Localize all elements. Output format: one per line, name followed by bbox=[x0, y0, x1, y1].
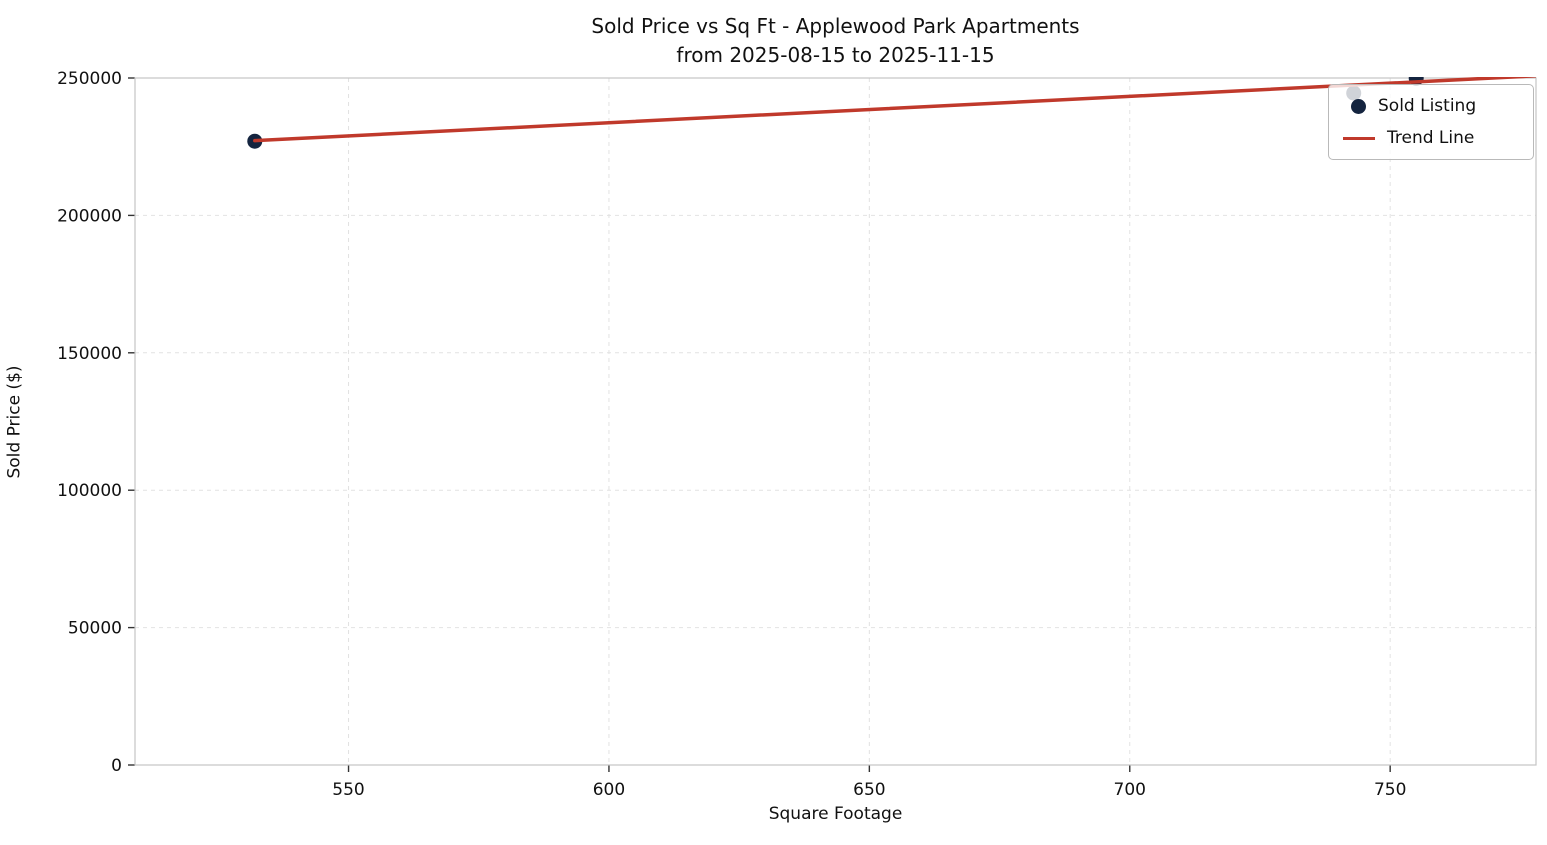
trend-line-swatch-icon bbox=[1343, 136, 1375, 140]
svg-text:550: 550 bbox=[332, 780, 364, 800]
legend-item-sold-listing: Sold Listing bbox=[1343, 96, 1519, 116]
svg-text:150000: 150000 bbox=[57, 344, 122, 364]
x-axis-label: Square Footage bbox=[768, 804, 903, 824]
legend-label-trend-line: Trend Line bbox=[1387, 128, 1475, 148]
svg-text:100000: 100000 bbox=[57, 481, 122, 501]
svg-text:0: 0 bbox=[111, 756, 122, 776]
chart-subtitle: from 2025-08-15 to 2025-11-15 bbox=[676, 43, 995, 67]
svg-text:600: 600 bbox=[593, 780, 625, 800]
svg-text:200000: 200000 bbox=[57, 206, 122, 226]
legend-label-sold-listing: Sold Listing bbox=[1378, 96, 1477, 116]
svg-text:250000: 250000 bbox=[57, 69, 122, 89]
legend-item-trend-line: Trend Line bbox=[1343, 128, 1519, 148]
chart-title-block: Sold Price vs Sq Ft - Applewood Park Apa… bbox=[135, 12, 1536, 70]
svg-text:650: 650 bbox=[853, 780, 885, 800]
scatter-marker-icon bbox=[1351, 98, 1366, 114]
svg-text:50000: 50000 bbox=[68, 619, 122, 639]
chart-legend: Sold Listing Trend Line bbox=[1328, 84, 1534, 160]
svg-text:750: 750 bbox=[1374, 780, 1406, 800]
y-axis-label: Sold Price ($) bbox=[4, 365, 25, 479]
chart-title: Sold Price vs Sq Ft - Applewood Park Apa… bbox=[591, 14, 1080, 38]
svg-text:700: 700 bbox=[1114, 780, 1146, 800]
